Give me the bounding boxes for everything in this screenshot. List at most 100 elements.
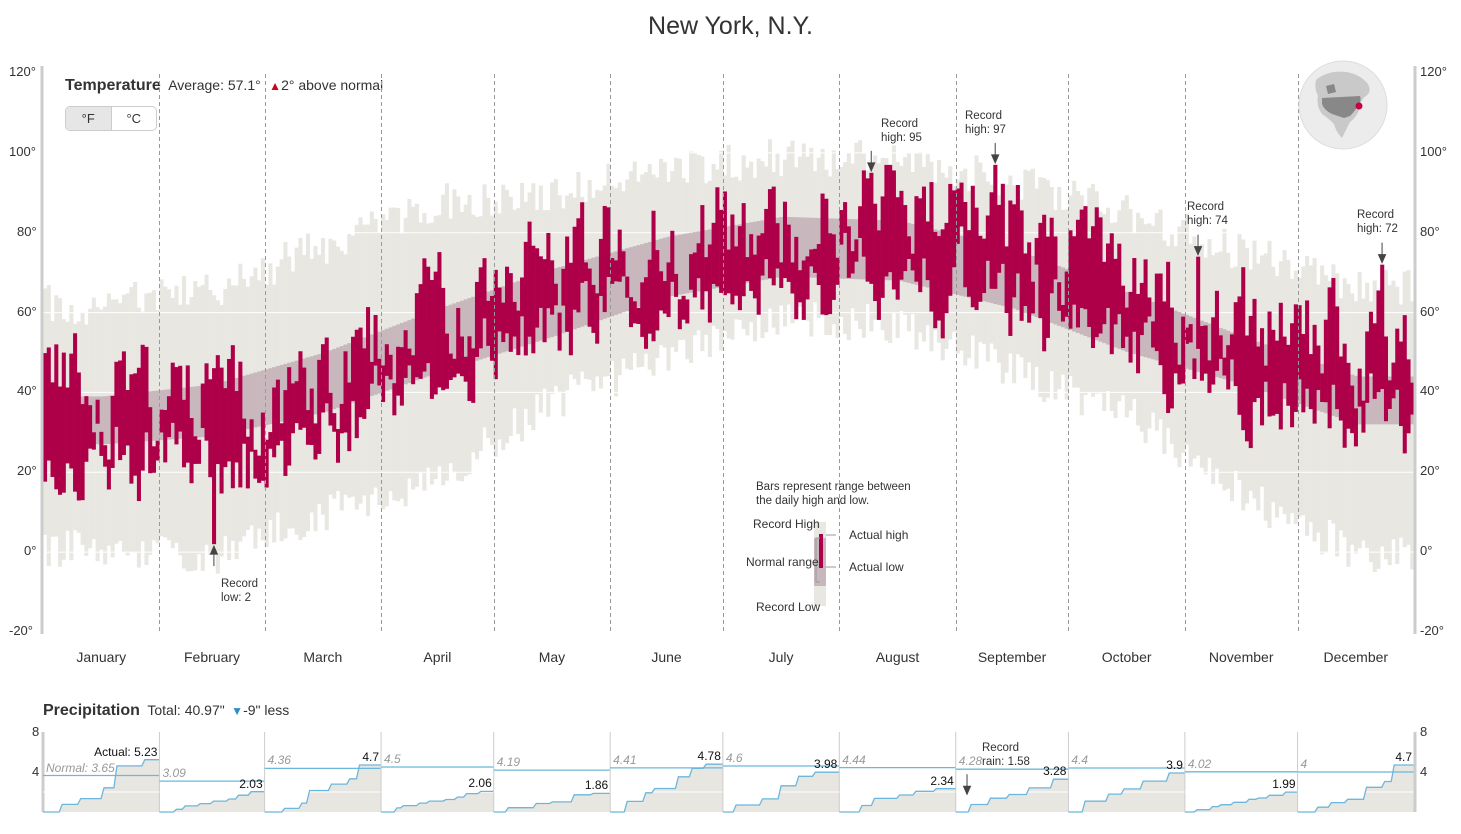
normal-range-bar (1372, 376, 1377, 425)
normal-range-bar (381, 330, 386, 393)
ytick-label-right: 20° (1420, 463, 1440, 479)
normal-range-bar (253, 372, 258, 428)
precip-normal-label: 4.6 (725, 751, 743, 765)
actual-range-bar (174, 367, 179, 445)
record-range-bar (1372, 280, 1377, 573)
normal-range-bar (677, 234, 682, 295)
normal-range-bar (242, 375, 247, 430)
actual-range-bar (1087, 238, 1092, 327)
precip-actual-label: 3.98 (813, 757, 838, 772)
actual-range-bar (538, 256, 543, 308)
actual-range-bar (512, 301, 517, 337)
ytick-label-right: 0° (1420, 543, 1433, 559)
month-label: May (538, 649, 566, 665)
actual-range-bar (1211, 317, 1216, 385)
up-arrow-icon: ▲ (269, 79, 282, 93)
actual-range-bar (320, 344, 326, 413)
actual-range-bar (219, 367, 224, 494)
actual-range-bar (1132, 258, 1137, 332)
unit-toggle[interactable]: °F °C (65, 106, 157, 131)
actual-range-bar (959, 182, 964, 227)
actual-range-bar (1372, 323, 1377, 399)
actual-range-bar (1090, 226, 1096, 349)
actual-range-bar (1275, 340, 1280, 414)
actual-range-bar (760, 233, 765, 276)
ytick-label-left: -20° (9, 623, 33, 638)
celsius-button[interactable]: °C (126, 111, 142, 126)
normal-range-bar (617, 250, 622, 314)
actual-range-bar (557, 312, 562, 351)
actual-range-bar (1162, 301, 1167, 395)
actual-range-bar (764, 208, 769, 260)
actual-range-bar (1000, 183, 1005, 264)
normal-range-bar (1105, 284, 1111, 345)
actual-range-bar (1113, 258, 1118, 325)
actual-range-bar (1361, 400, 1366, 433)
actual-range-bar (1019, 210, 1024, 321)
actual-range-bar (1282, 336, 1287, 384)
actual-range-bar (876, 230, 881, 320)
actual-range-bar (384, 344, 389, 376)
actual-range-bar (591, 284, 596, 333)
actual-range-bar (1263, 365, 1268, 382)
actual-range-bar (1079, 209, 1084, 309)
precip-normal-label: 4.36 (267, 753, 291, 768)
precip-actual-line (955, 778, 1069, 813)
actual-range-bar (737, 226, 742, 311)
ytick-label-left: 0° (24, 543, 37, 559)
actual-range-bar (523, 241, 528, 356)
actual-range-bar (1109, 233, 1114, 355)
legend-record-high: Record High (753, 517, 820, 531)
actual-range-bar (546, 232, 551, 309)
actual-range-bar (929, 182, 934, 312)
annotation-record-high-aug: Record high: 95 (881, 118, 922, 144)
actual-range-bar (786, 224, 791, 282)
month-label: January (76, 649, 127, 665)
actual-range-bar (745, 257, 750, 282)
record-range-bar (1395, 286, 1400, 564)
actual-range-bar (839, 210, 844, 245)
precip-normal-label: 4 (1300, 757, 1308, 771)
actual-range-bar (869, 172, 874, 284)
normal-range-bar (1376, 376, 1381, 425)
actual-range-bar (335, 429, 341, 463)
actual-range-bar (704, 257, 709, 292)
actual-range-bar (493, 269, 498, 380)
precip-actual-label: 1.86 (584, 778, 609, 793)
actual-range-bar (347, 382, 352, 452)
normal-range-bar (463, 299, 468, 365)
annotation-record-high-sep: Record high: 97 (965, 110, 1006, 136)
actual-range-bar (407, 348, 412, 366)
actual-range-bar (1406, 359, 1411, 434)
actual-range-bar (1353, 408, 1358, 447)
actual-range-bar (861, 170, 866, 257)
normal-range-bar (813, 217, 818, 278)
actual-range-bar (527, 221, 532, 337)
actual-range-bar (84, 396, 89, 462)
actual-range-bar (918, 198, 923, 293)
record-range-bar (1410, 301, 1415, 570)
down-arrow-icon: ▼ (231, 704, 244, 718)
actual-range-bar (1098, 217, 1103, 334)
fahrenheit-button[interactable]: °F (66, 107, 112, 130)
precipitation-chart (41, 732, 1417, 813)
annotation-record-low-feb: Record low: 2 (221, 578, 259, 604)
actual-range-bar (550, 260, 555, 315)
actual-range-bar (166, 396, 172, 438)
legend-actual-high: Actual high (849, 528, 909, 542)
actual-range-bar (489, 295, 495, 361)
precip-actual-line (1297, 764, 1414, 813)
normal-range-bar (1368, 376, 1373, 425)
precip-actual-label: 2.34 (930, 773, 954, 788)
actual-range-bar (1244, 335, 1250, 442)
actual-range-bar (1008, 200, 1013, 336)
actual-range-bar (662, 281, 667, 314)
normal-range-bar (1297, 356, 1302, 405)
actual-range-bar (268, 432, 273, 449)
actual-range-bar (399, 347, 404, 406)
actual-range-bar (940, 229, 945, 339)
actual-range-bar (343, 351, 348, 433)
actual-range-bar (722, 191, 727, 296)
actual-range-bar (1177, 364, 1182, 385)
normal-range-bar (613, 251, 618, 315)
